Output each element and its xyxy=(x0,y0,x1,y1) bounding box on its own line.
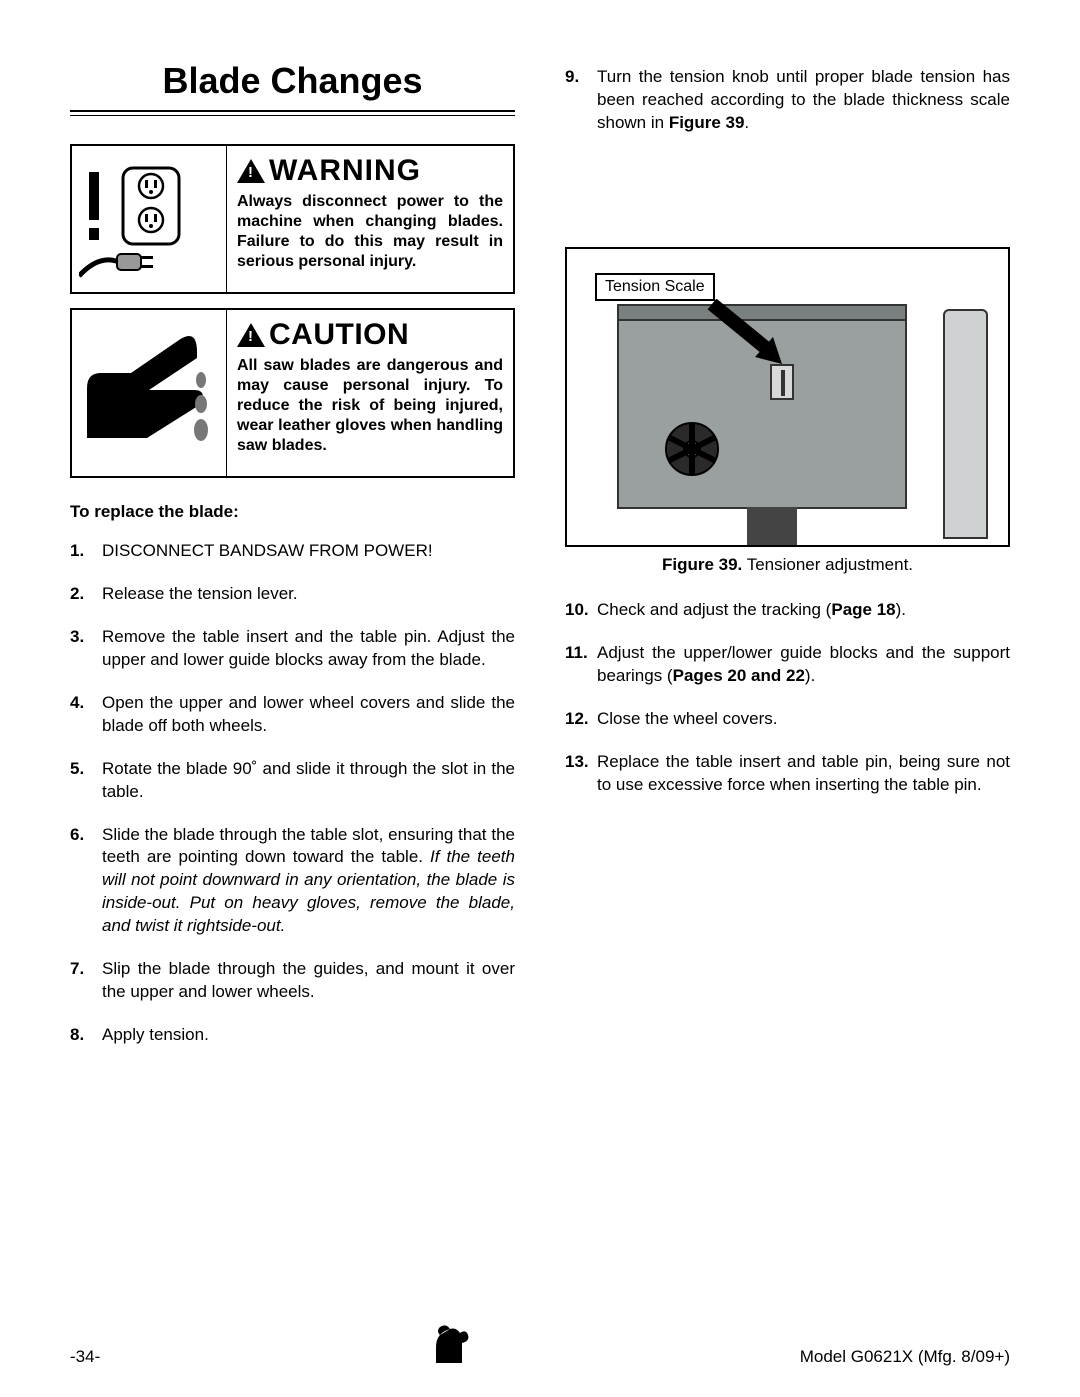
steps-left: DISCONNECT BANDSAW FROM POWER! Release t… xyxy=(70,540,515,1047)
warning-box: WARNING Always disconnect power to the m… xyxy=(70,144,515,294)
replace-subhead: To replace the blade: xyxy=(70,502,515,522)
warning-body: Always disconnect power to the machine w… xyxy=(237,192,503,272)
fig-caption-bold: Figure 39. xyxy=(662,555,742,574)
caution-header: CAUTION xyxy=(237,318,503,352)
step-2: Release the tension lever. xyxy=(70,583,515,606)
step-7: Slip the blade through the guides, and m… xyxy=(70,958,515,1004)
step-10-post: ). xyxy=(896,600,906,619)
step-11-bold: Pages 20 and 22 xyxy=(673,666,805,685)
fig-caption-rest: Tensioner adjustment. xyxy=(742,555,913,574)
step-4: Open the upper and lower wheel covers an… xyxy=(70,692,515,738)
page-footer: -34- Model G0621X (Mfg. 8/09+) xyxy=(70,1319,1010,1367)
page-content: Blade Changes xyxy=(70,60,1010,1067)
caution-label: CAUTION xyxy=(269,318,409,352)
warning-icon-cell xyxy=(72,146,227,292)
step-10: Check and adjust the tracking (Page 18). xyxy=(565,599,1010,622)
tension-knob-icon xyxy=(662,419,722,479)
warning-label: WARNING xyxy=(269,154,421,188)
warning-text-cell: WARNING Always disconnect power to the m… xyxy=(227,146,513,292)
step-3: Remove the table insert and the table pi… xyxy=(70,626,515,672)
machine-column xyxy=(943,309,988,539)
step-9: Turn the tension knob until proper blade… xyxy=(565,66,1010,135)
figure-caption: Figure 39. Tensioner adjustment. xyxy=(565,555,1010,575)
step-12: Close the wheel covers. xyxy=(565,708,1010,731)
caution-icon-cell xyxy=(72,310,227,476)
machine-post xyxy=(747,507,797,547)
page-title: Blade Changes xyxy=(70,60,515,102)
bear-logo-icon xyxy=(426,1319,474,1367)
step-6: Slide the blade through the table slot, … xyxy=(70,824,515,939)
warning-triangle-icon xyxy=(237,159,265,183)
page-number: -34- xyxy=(70,1347,100,1367)
warning-header: WARNING xyxy=(237,154,503,188)
step-9-pre: Turn the tension knob until proper blade… xyxy=(597,67,1010,132)
blood-hand-icon xyxy=(79,318,219,468)
tension-scale-indicator xyxy=(770,364,794,400)
figure-39: Tension Scale xyxy=(565,247,1010,547)
caution-body: All saw blades are dangerous and may cau… xyxy=(237,356,503,456)
steps-right-b: Check and adjust the tracking (Page 18).… xyxy=(565,599,1010,797)
step-11-post: ). xyxy=(805,666,815,685)
step-9-bold: Figure 39 xyxy=(669,113,745,132)
steps-right-a: Turn the tension knob until proper blade… xyxy=(565,66,1010,135)
caution-box: CAUTION All saw blades are dangerous and… xyxy=(70,308,515,478)
model-info: Model G0621X (Mfg. 8/09+) xyxy=(800,1347,1010,1367)
unplug-icon xyxy=(79,154,219,284)
step-13: Replace the table insert and table pin, … xyxy=(565,751,1010,797)
right-column: Turn the tension knob until proper blade… xyxy=(565,60,1010,1067)
caution-triangle-icon xyxy=(237,323,265,347)
step-5: Rotate the blade 90˚ and slide it throug… xyxy=(70,758,515,804)
tension-scale-callout: Tension Scale xyxy=(595,273,715,301)
title-rule xyxy=(70,110,515,116)
caution-text-cell: CAUTION All saw blades are dangerous and… xyxy=(227,310,513,476)
step-11: Adjust the upper/lower guide blocks and … xyxy=(565,642,1010,688)
step-10-pre: Check and adjust the tracking ( xyxy=(597,600,831,619)
step-9-post: . xyxy=(744,113,749,132)
left-column: Blade Changes xyxy=(70,60,515,1067)
step-8: Apply tension. xyxy=(70,1024,515,1047)
step-10-bold: Page 18 xyxy=(831,600,895,619)
callout-arrow-icon xyxy=(707,299,787,369)
step-1: DISCONNECT BANDSAW FROM POWER! xyxy=(70,540,515,563)
